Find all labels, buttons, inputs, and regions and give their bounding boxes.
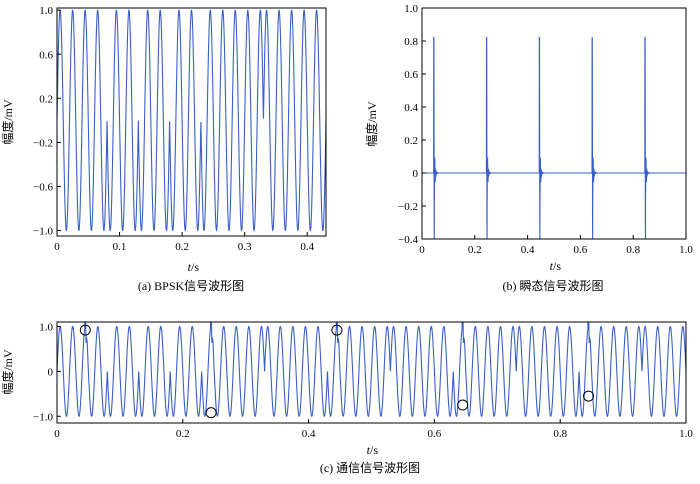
panel-b-ytick-label: 0 — [413, 168, 419, 180]
panel-b-xtick-label: 0.8 — [626, 244, 640, 256]
panel-b-ytick-label: 0.4 — [404, 102, 418, 114]
panel-c-ylabel: 幅度/mV — [0, 349, 15, 395]
panel-a-caption: (a) BPSK信号波形图 — [138, 279, 244, 293]
panel-a-xlabel-italic: t — [188, 260, 192, 274]
panel-b-ytick-label: 0.6 — [404, 69, 418, 81]
panel-b-xtick-label: 0.2 — [468, 244, 482, 256]
panel-b-xtick-label: 1.0 — [679, 244, 693, 256]
panel-b-caption: (b) 瞬态信号波形图 — [503, 279, 604, 293]
panel-a-frame — [56, 7, 327, 237]
panel-c-xtick-label: 0.6 — [428, 428, 442, 440]
panel-c-xlabel-unit: /s — [370, 443, 378, 457]
panel-b-ylabel: 幅度/mV — [364, 101, 379, 147]
panel-a-ytick-label: 0.6 — [39, 49, 53, 61]
panel-c-marker-circle — [205, 407, 217, 419]
panel-a-xtick-label: 0.2 — [175, 241, 189, 253]
panel-a-xtick-label: 0.3 — [238, 241, 252, 253]
panel-a-xtick-label: 0 — [54, 241, 60, 253]
panel-b: 0 0.2 0.4 0.6 0.8 1.0 1.0 0.8 0.6 0.4 0.2 0 −0.2 −0.4… — [364, 3, 693, 293]
panel-b-xlabel-italic: t — [550, 259, 554, 273]
panel-a-xtick-label: 0.4 — [300, 241, 314, 253]
panel-c-ytick-label: 1.0 — [39, 321, 53, 333]
panel-a-ytick-label: −0.6 — [33, 181, 53, 193]
panel-a-ytick-label: 0.2 — [39, 93, 53, 105]
panel-c-xtick-label: 0.2 — [176, 428, 190, 440]
panel-c-xlabel-italic: t — [367, 443, 371, 457]
panel-a-ytick-label: −1.0 — [33, 225, 53, 237]
panel-c-marker-circle — [457, 399, 469, 411]
panel-a-ytick-label: −0.2 — [33, 137, 53, 149]
panel-c-frame — [56, 321, 687, 424]
panel-c: 0 0.2 0.4 0.6 0.8 1.01.00−1.0 幅度/mV t /s (c) … — [0, 321, 693, 475]
panel-c-caption: (c) 通信信号波形图 — [320, 461, 420, 475]
panel-b-frame — [421, 7, 687, 240]
panel-b-ytick-label: 1.0 — [404, 3, 418, 15]
panel-b-ytick-label: −0.4 — [398, 234, 418, 246]
panel-c-xtick-label: 0.4 — [302, 428, 316, 440]
panel-b-ytick-label: 0.8 — [404, 36, 418, 48]
panel-a-ytick-label: 1.0 — [39, 5, 53, 17]
panel-c-series-line — [57, 322, 686, 418]
panel-c-marker-circle — [79, 324, 91, 336]
panel-a-series-line — [57, 9, 326, 232]
panel-a-xlabel-unit: /s — [191, 260, 199, 274]
panel-c-marker-circle — [583, 390, 595, 402]
panel-c-xtick-label: 1.0 — [679, 428, 693, 440]
panel-c-ytick-label: −1.0 — [33, 411, 53, 423]
panel-b-xtick-label: 0.6 — [574, 244, 588, 256]
panel-b-ytick-label: −0.2 — [398, 201, 418, 213]
panel-b-ytick-label: 0.2 — [404, 135, 418, 147]
panel-c-xtick-label: 0.8 — [553, 428, 567, 440]
panel-b-xtick-label: 0 — [419, 244, 425, 256]
panel-a: 0 0.1 0.2 0.3 0.4 1.0 0.6 0.2 −0.2 −0.6 −1.0 幅度/mV… — [0, 5, 327, 293]
panel-c-marker-circle — [331, 324, 343, 336]
panel-b-series-line — [422, 37, 686, 239]
panel-a-xtick-label: 0.1 — [113, 241, 127, 253]
panel-a-ylabel: 幅度/mV — [0, 99, 15, 145]
panel-c-ytick-label: 0 — [48, 366, 54, 378]
panel-c-xtick-label: 0 — [54, 428, 60, 440]
panel-b-xtick-label: 0.4 — [521, 244, 535, 256]
panel-b-xlabel-unit: /s — [553, 259, 561, 273]
